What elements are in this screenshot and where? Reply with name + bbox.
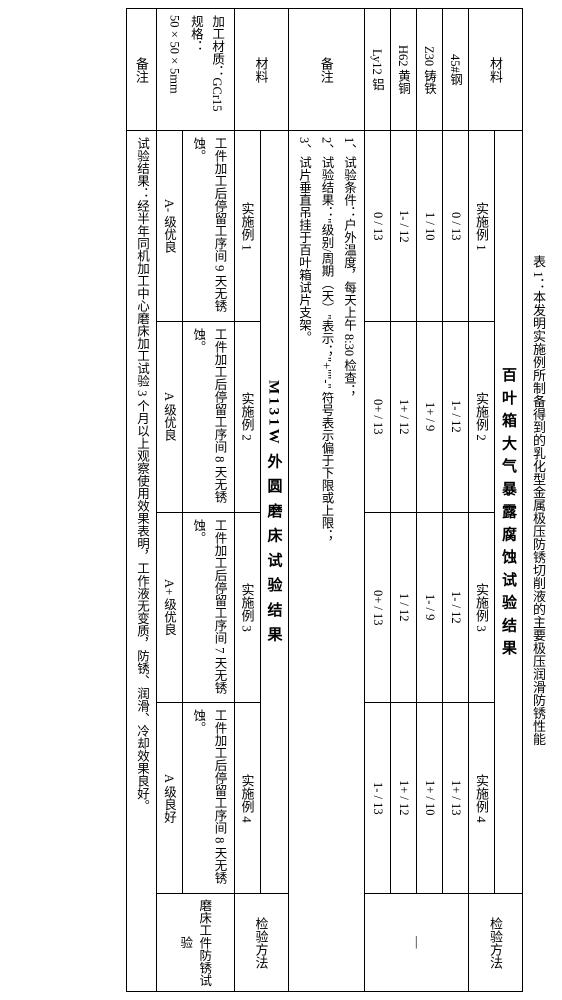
t2-col-method: 检验方法 [234,894,288,992]
cell: 工件加工后停留工序间 8 天无锈蚀。 [183,703,235,894]
notes2-text: 试验结果：经半年同机加工中心磨床加工试验 3 个月以上观察使用效果表明，工作液无… [126,131,156,992]
col-method: 检验方法 [469,894,523,992]
cell: 0 / 13 [365,131,391,322]
cell: A 级良好 [157,703,183,894]
cell: Z30 铸铁 [417,9,443,131]
performance-table: 表 1：本发明实施例所制备得到的乳化型金属极压防锈切削液的主要极压润滑防锈性能 … [126,8,554,992]
t2-col-2: 实施例 2 [234,321,260,512]
notes1-label: 备注 [288,9,365,131]
cell: A- 级优良 [157,131,183,322]
t2-method: 磨床工件防锈试验 [157,894,235,992]
cell: H62 黄铜 [391,9,417,131]
cell: A 级优良 [157,321,183,512]
t1-title: 百 叶 箱 大 气 暴 露 腐 蚀 试 验 结 果 [495,131,523,894]
cell: 1 / 12 [391,512,417,703]
cell: 1- / 12 [443,321,469,512]
notes1-text: 1、试验条件：户外温度，每天上午 8:30 检查； 2、试验结果："级别/周期（… [288,131,365,992]
table-caption: 表 1：本发明实施例所制备得到的乳化型金属极压防锈切削液的主要极压润滑防锈性能 [523,9,555,992]
notes1-l2: 2、试验结果："级别/周期（天）"表示；"+""-" 符号表示偏于下限或上限； [315,137,338,985]
notes1-l1: 1、试验条件：户外温度，每天上午 8:30 检查； [338,137,361,985]
cell: 1+ / 12 [391,703,417,894]
cell: 1+ / 9 [417,321,443,512]
t1-method: — [365,894,469,992]
t2-mat-l1: 加工材质：GCr15 [206,15,227,124]
cell: 工件加工后停留工序间 7 天无锈蚀。 [183,512,235,703]
cell: 1+ / 10 [417,703,443,894]
t1-col-2: 实施例 2 [469,321,495,512]
notes2-label: 备注 [126,9,156,131]
t2-col-material: 材料 [234,9,288,131]
notes1-l3: 3、试片垂直吊挂于百叶箱试片支架。 [293,137,316,985]
cell: 1+ / 12 [391,321,417,512]
cell: 1- / 13 [365,703,391,894]
table-row: H62 黄铜 1- / 12 1+ / 12 1 / 12 1+ / 12 [391,9,417,992]
table-row: 45#钢 0 / 13 1- / 12 1- / 12 1+ / 13 — [443,9,469,992]
notes-row-2: 备注 试验结果：经半年同机加工中心磨床加工试验 3 个月以上观察使用效果表明，工… [126,9,156,992]
cell: 1- / 9 [417,512,443,703]
t2-title: M131W 外 圆 磨 床 试 验 结 果 [260,131,288,894]
cell: 0+ / 13 [365,321,391,512]
t2-col-1: 实施例 1 [234,131,260,322]
t1-col-3: 实施例 3 [469,512,495,703]
t1-col-4: 实施例 4 [469,703,495,894]
t2-material: 加工材质：GCr15 规格：50×50×5mm [157,9,235,131]
cell: 工件加工后停留工序间 9 天无锈蚀。 [183,131,235,322]
cell: 0 / 13 [443,131,469,322]
cell: 0+ / 13 [365,512,391,703]
table-row: Ly12 铝 0 / 13 0+ / 13 0+ / 13 1- / 13 [365,9,391,992]
table-row: A- 级优良 A 级优良 A+ 级优良 A 级良好 [157,9,183,992]
notes-row-1: 备注 1、试验条件：户外温度，每天上午 8:30 检查； 2、试验结果："级别/… [288,9,365,992]
col-material: 材料 [469,9,523,131]
table-row: 加工材质：GCr15 规格：50×50×5mm 工件加工后停留工序间 9 天无锈… [183,9,235,992]
cell: 工件加工后停留工序间 8 天无锈蚀。 [183,321,235,512]
table-row: Z30 铸铁 1 / 10 1+ / 9 1- / 9 1+ / 10 [417,9,443,992]
t2-col-4: 实施例 4 [234,703,260,894]
cell: 1- / 12 [391,131,417,322]
cell: Ly12 铝 [365,9,391,131]
t2-mat-l2: 规格：50×50×5mm [163,15,206,124]
cell: 45#钢 [443,9,469,131]
cell: 1- / 12 [443,512,469,703]
t2-col-3: 实施例 3 [234,512,260,703]
t1-col-1: 实施例 1 [469,131,495,322]
cell: A+ 级优良 [157,512,183,703]
cell: 1 / 10 [417,131,443,322]
cell: 1+ / 13 [443,703,469,894]
